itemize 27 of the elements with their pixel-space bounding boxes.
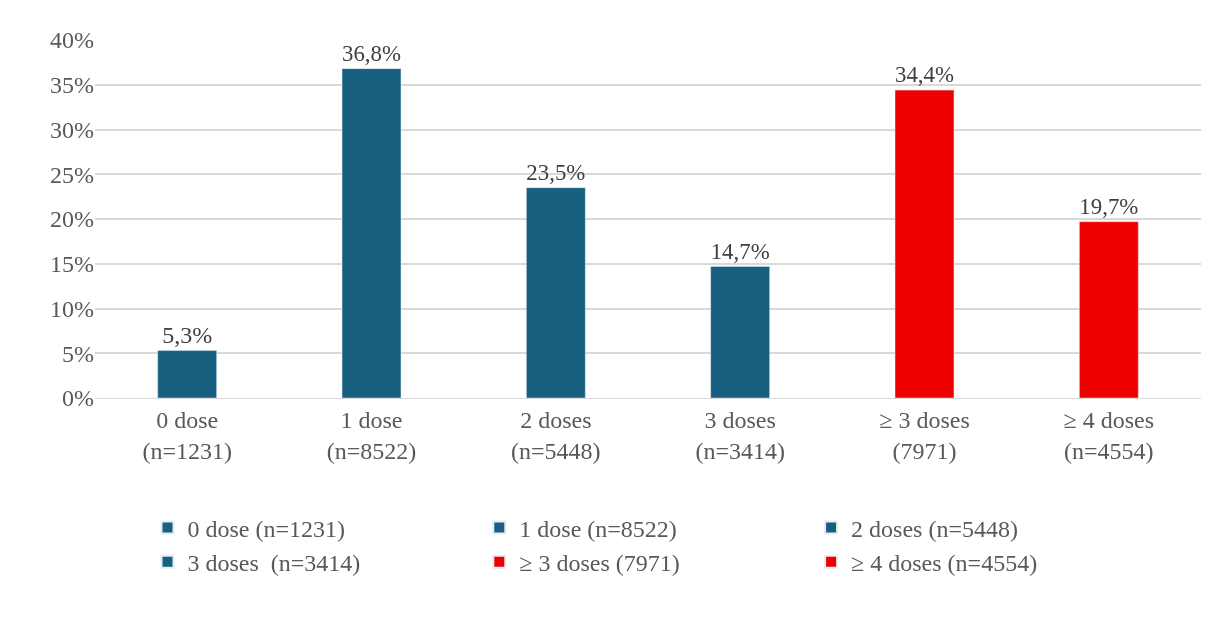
legend-label: 0 dose (n=1231) bbox=[187, 515, 346, 542]
x-tick-label: ≥ 3 doses (7971) bbox=[879, 406, 970, 464]
legend-label: 2 doses (n=5448) bbox=[851, 515, 1018, 542]
x-tick-label: 1 dose (n=8522) bbox=[326, 406, 417, 464]
data-label: 36,8% bbox=[342, 40, 401, 66]
data-label: 34,4% bbox=[895, 62, 954, 88]
legend-label: ≥ 4 doses (n=4554) bbox=[851, 550, 1038, 577]
x-tick-label: ≥ 4 doses (n=4554) bbox=[1063, 406, 1155, 464]
y-tick-label: 5% bbox=[62, 340, 94, 367]
legend-label: 3 doses (n=3414) bbox=[187, 550, 361, 577]
y-tick-label: 10% bbox=[50, 295, 94, 322]
data-label: 5,3% bbox=[162, 321, 213, 348]
y-tick-label: 25% bbox=[50, 161, 94, 188]
y-tick-label: 0% bbox=[62, 385, 94, 412]
data-label: 14,7% bbox=[710, 238, 770, 264]
data-label: 23,5% bbox=[526, 159, 586, 185]
y-tick-label: 30% bbox=[50, 116, 94, 143]
data-label: 19,7% bbox=[1079, 193, 1139, 219]
x-tick-label: 0 dose (n=1231) bbox=[142, 406, 232, 464]
y-tick-label: 15% bbox=[50, 251, 94, 278]
y-tick-label: 20% bbox=[50, 206, 94, 233]
x-tick-label: 2 doses (n=5448) bbox=[511, 406, 601, 464]
legend-label: 1 dose (n=8522) bbox=[519, 515, 677, 542]
x-tick-label: 3 doses (n=3414) bbox=[695, 406, 785, 464]
y-tick-label: 40% bbox=[50, 27, 94, 54]
legend-label: ≥ 3 doses (7971) bbox=[519, 550, 680, 577]
y-tick-label: 35% bbox=[50, 72, 94, 99]
